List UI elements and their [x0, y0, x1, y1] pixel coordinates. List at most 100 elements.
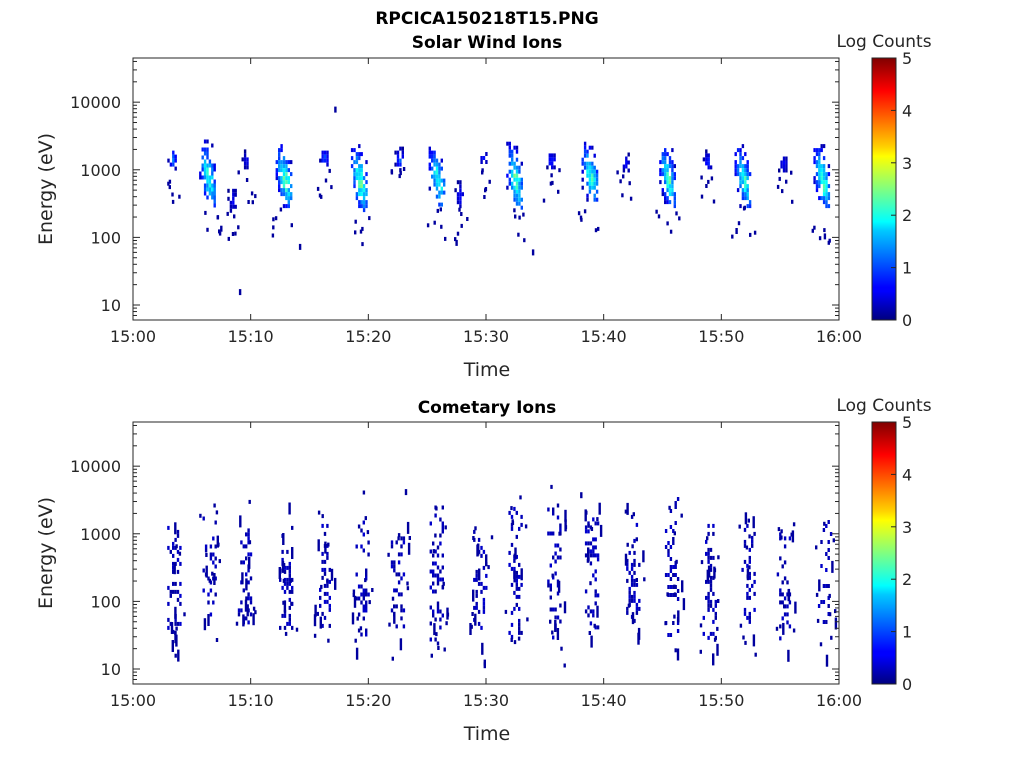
spectrogram-cell [393, 564, 396, 569]
spectrogram-cell [621, 193, 624, 198]
spectrogram-cell [203, 163, 207, 168]
spectrogram-cell [429, 605, 432, 610]
spectrogram-cell [439, 617, 442, 622]
spectrogram-cell [739, 184, 742, 189]
spectrogram-cell [588, 169, 592, 174]
spectrogram-cell [485, 160, 488, 164]
spectrogram-cell [248, 499, 251, 504]
spectrogram-cell [548, 161, 551, 166]
spectrogram-cell [324, 541, 327, 554]
spectrogram-cell [435, 506, 438, 511]
spectrogram-cell [673, 531, 676, 536]
spectrogram-cell [206, 175, 209, 180]
spectrogram-cell [355, 596, 358, 601]
spectrogram-cell [787, 588, 791, 601]
spectrogram-cell [551, 161, 554, 166]
spectrogram-cell [510, 542, 514, 547]
spectrogram-cell [365, 180, 368, 185]
spectrogram-cell [482, 601, 486, 606]
spectrogram-cell [397, 533, 401, 538]
spectrogram-cell [714, 615, 717, 620]
spectrogram-cell [328, 623, 331, 628]
spectrogram-cell [328, 579, 331, 584]
spectrogram-cell [400, 616, 403, 621]
isolated-count [580, 492, 583, 499]
spectrogram-cell [177, 649, 180, 662]
spectrogram-cell [482, 156, 486, 160]
spectrogram-cell [587, 613, 590, 618]
spectrogram-cell [434, 637, 437, 642]
isolated-count [404, 489, 408, 496]
spectrogram-cell [583, 161, 587, 166]
spectrogram-cell [287, 200, 290, 205]
spectrogram-burst [199, 503, 221, 642]
spectrogram-cell [174, 606, 177, 619]
spectrogram-cell [328, 595, 331, 600]
spectrogram-cell [355, 156, 359, 161]
spectrogram-cell [246, 604, 249, 617]
spectrogram-cell [596, 521, 600, 526]
spectrogram-cell [586, 165, 589, 170]
spectrogram-cell [510, 566, 514, 571]
spectrogram-cell [436, 565, 440, 570]
spectrogram-cell [632, 512, 635, 517]
spectrogram-cell [596, 553, 600, 558]
spectrogram-cell [786, 620, 789, 625]
spectrogram-cell [705, 595, 708, 600]
spectrogram-cell [178, 194, 181, 199]
spectrogram-cell [232, 196, 235, 201]
spectrogram-cell [440, 158, 443, 163]
spectrogram-cell [438, 166, 441, 171]
spectrogram-cell [633, 618, 636, 623]
spectrogram-cell [829, 532, 833, 536]
spectrogram-cell [433, 162, 436, 167]
spectrogram-cell [367, 540, 370, 545]
spectrogram-cell [627, 603, 631, 608]
spectrogram-cell [746, 615, 749, 620]
spectrogram-cell [436, 609, 440, 614]
spectrogram-cell [635, 602, 639, 607]
spectrogram-cell [659, 160, 662, 165]
spectrogram-cell [820, 144, 823, 149]
spectrogram-cell [590, 635, 593, 648]
spectrogram-cell [508, 562, 511, 567]
spectrogram-cell [717, 599, 720, 603]
spectrogram-cell [247, 532, 250, 537]
spectrogram-cell [213, 573, 216, 585]
spectrogram-cell [362, 532, 365, 537]
solar-wind-panel: Solar Wind Ions 15:00 15:10 15:20 15:30 15:4… [35, 32, 932, 381]
spectrogram-cell [360, 528, 363, 533]
spectrogram-cell [746, 595, 749, 600]
spectrogram-cell [666, 184, 669, 189]
spectrogram-cell [671, 192, 674, 197]
spectrogram-cell [511, 157, 514, 162]
spectrogram-cell [214, 544, 217, 549]
spectrogram-cell [401, 150, 404, 155]
spectrogram-cell [288, 597, 291, 602]
spectrogram-burst [226, 188, 240, 241]
spectrogram-cell [741, 176, 745, 181]
spectrogram-cell [360, 584, 363, 589]
spectrogram-cell [390, 608, 394, 613]
spectrogram-cell [209, 612, 213, 617]
spectrogram-cell [673, 196, 676, 201]
spectrogram-cell [787, 649, 790, 662]
spectrogram-cell [482, 585, 486, 590]
spectrogram-cell [622, 174, 625, 179]
spectrogram-cell [520, 514, 523, 519]
spectrogram-cell [817, 604, 821, 608]
spectrogram-cell [587, 547, 590, 560]
spectrogram-cell [520, 185, 523, 190]
spectrogram-cell [547, 531, 550, 536]
spectrogram-cell [358, 200, 361, 205]
spectrogram-cell [510, 622, 514, 627]
spectrogram-cell [362, 548, 365, 553]
spectrogram-cell [744, 184, 747, 189]
spectrogram-cell [358, 184, 361, 189]
spectrogram-cell [285, 168, 288, 173]
spectrogram-cell [240, 560, 243, 565]
spectrogram-cell [818, 152, 821, 157]
spectrogram-cell [513, 197, 516, 202]
x-tick-label: 15:40 [581, 691, 627, 710]
